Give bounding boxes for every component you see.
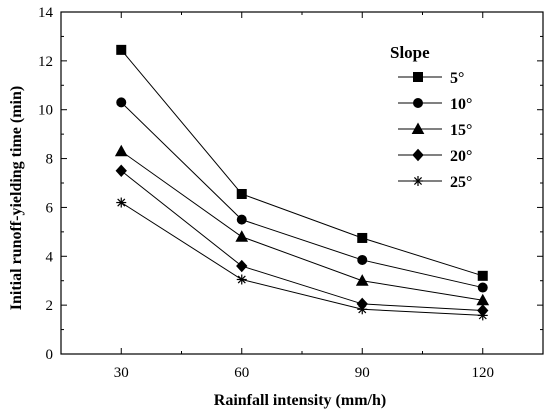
legend-entry: 20°: [398, 148, 472, 165]
legend-label: 5°: [450, 70, 464, 87]
legend-label: 15°: [450, 122, 472, 139]
y-tick-label: 4: [46, 249, 54, 265]
data-point: [236, 274, 247, 285]
y-tick-label: 12: [38, 54, 53, 70]
data-point: [357, 254, 368, 265]
legend-entry: 15°: [398, 122, 472, 139]
x-tick-label: 30: [114, 365, 129, 381]
data-point: [235, 230, 249, 242]
data-point: [114, 144, 128, 157]
data-point: [236, 188, 247, 199]
data-point: [357, 232, 368, 243]
series-3: [115, 164, 489, 317]
legend-label: 20°: [450, 148, 472, 165]
data-point: [116, 97, 127, 108]
series-line: [120, 150, 483, 301]
y-tick-label: 6: [46, 200, 54, 216]
legend-marker: [413, 176, 423, 186]
legend-entry: 5°: [398, 70, 464, 87]
data-point: [477, 282, 488, 293]
x-tick-label: 120: [472, 365, 495, 381]
y-tick-label: 2: [46, 298, 54, 314]
data-point: [236, 259, 248, 273]
series-4: [116, 197, 488, 321]
star-stroke: [478, 311, 487, 320]
data-point: [116, 197, 127, 208]
y-tick-label: 14: [38, 5, 54, 21]
series-line: [120, 202, 483, 316]
star-stroke: [117, 198, 126, 207]
legend-entry: 25°: [398, 174, 472, 191]
legend-entry: 10°: [398, 96, 472, 113]
legend-label: 25°: [450, 174, 472, 191]
data-point: [115, 164, 127, 178]
legend-marker: [411, 122, 425, 134]
y-tick-label: 8: [46, 152, 54, 168]
y-tick-label: 0: [46, 347, 54, 363]
series-0: [116, 44, 488, 281]
series-line: [120, 102, 483, 289]
star-stroke: [358, 305, 367, 314]
data-point: [477, 310, 488, 321]
legend: Slope 5° 10° 15° 20° 25°: [390, 43, 472, 191]
star-stroke: [413, 176, 423, 186]
series-line: [120, 170, 483, 312]
series-1: [116, 97, 488, 293]
legend-label: 10°: [450, 96, 472, 113]
x-tick-label: 60: [234, 365, 249, 381]
series-group: [114, 44, 490, 321]
data-point: [357, 304, 368, 315]
data-point: [355, 274, 369, 286]
x-tick-label: 90: [355, 365, 370, 381]
star-stroke: [237, 275, 246, 284]
series-2: [114, 144, 490, 306]
y-axis-title: Initial runoff-yielding time (min): [8, 86, 25, 310]
data-point: [116, 44, 127, 55]
axes: 0 2 4 6 8 10 12 14 30 60 90 120: [38, 5, 544, 381]
series-line: [120, 49, 483, 277]
legend-marker: [412, 148, 424, 162]
legend-title: Slope: [390, 43, 430, 62]
y-tick-label: 10: [38, 103, 53, 119]
x-axis-title: Rainfall intensity (mm/h): [214, 392, 386, 409]
legend-marker: [413, 98, 423, 108]
data-point: [477, 270, 488, 281]
data-point: [236, 214, 247, 225]
legend-marker: [413, 72, 423, 82]
